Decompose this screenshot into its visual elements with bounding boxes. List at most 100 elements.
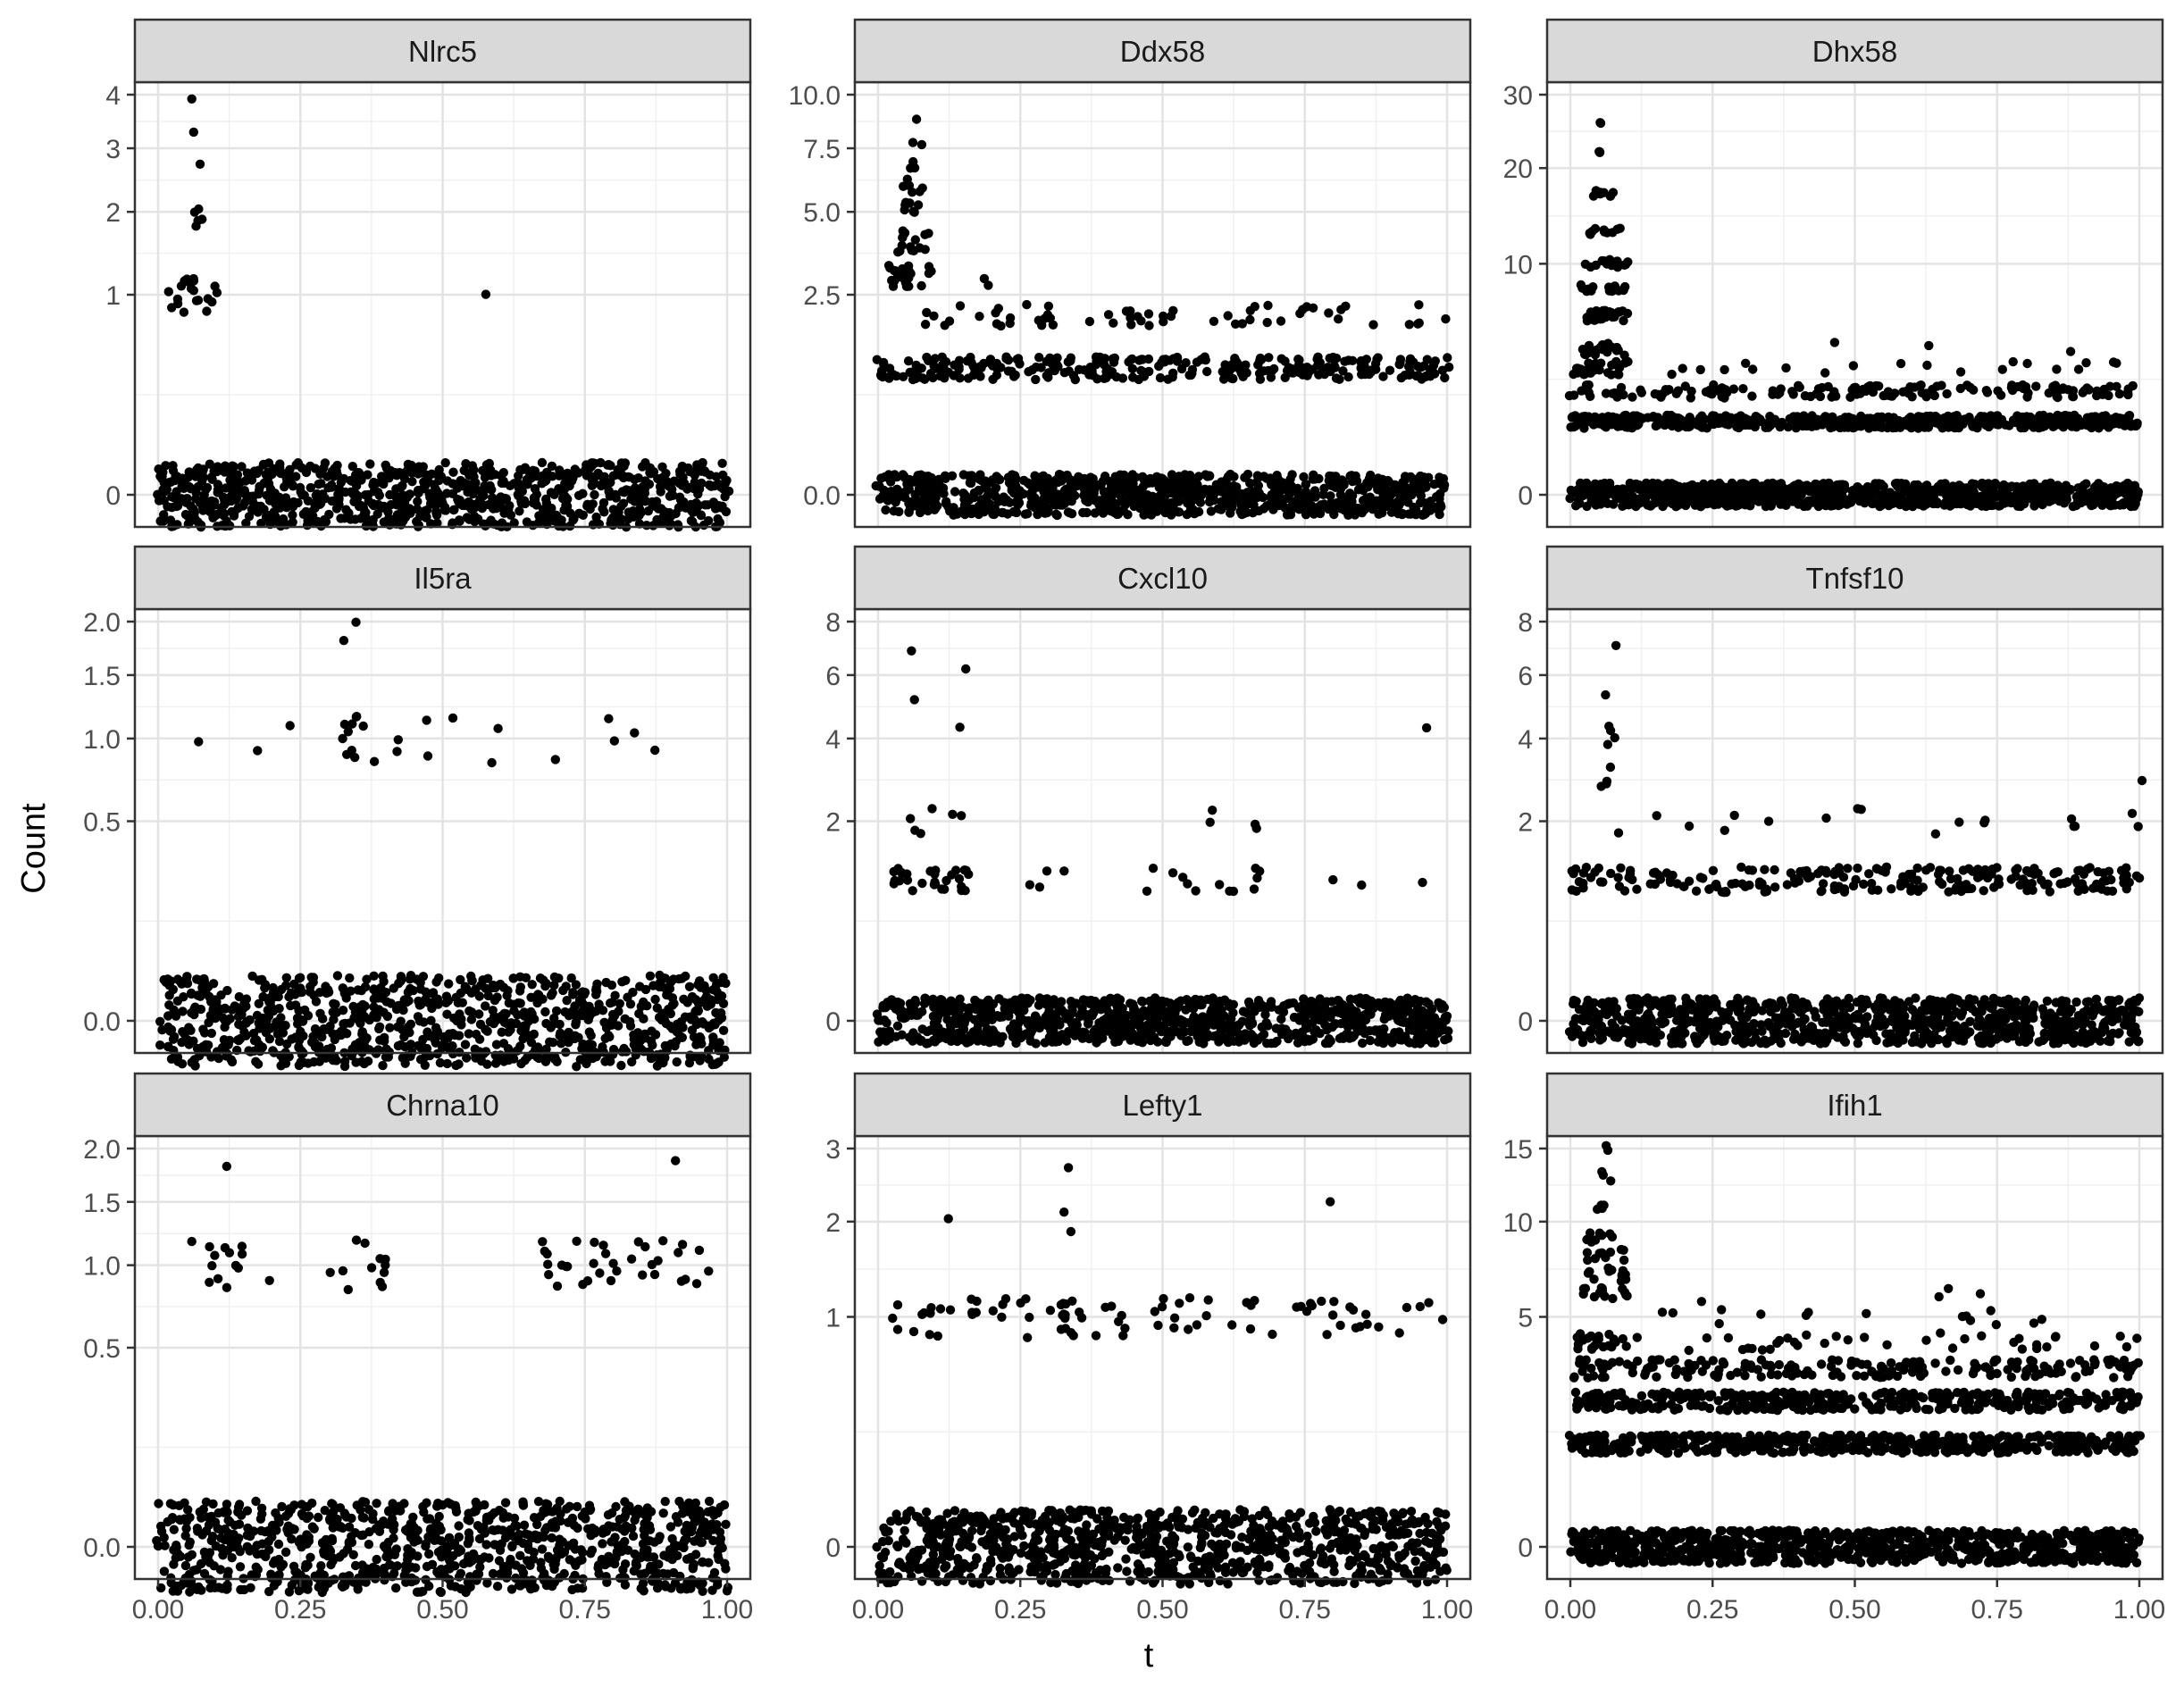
data-point bbox=[498, 982, 509, 992]
data-point bbox=[710, 1020, 720, 1030]
data-point bbox=[422, 715, 431, 725]
data-point bbox=[280, 1058, 291, 1068]
data-point bbox=[671, 508, 681, 519]
data-point bbox=[1383, 475, 1393, 486]
data-point bbox=[1595, 188, 1605, 197]
data-point bbox=[180, 494, 190, 505]
facet-panels: Nlrc501234Ddx580.02.55.07.510.0Dhx580102… bbox=[83, 18, 2165, 1625]
data-point bbox=[958, 470, 969, 480]
data-point bbox=[1106, 506, 1116, 516]
data-point bbox=[1062, 470, 1072, 480]
data-point bbox=[197, 214, 207, 224]
data-point bbox=[1628, 491, 1637, 501]
data-point bbox=[1360, 501, 1370, 512]
y-tick-label: 10 bbox=[1503, 250, 1533, 280]
data-point bbox=[993, 304, 1004, 313]
data-point bbox=[541, 978, 551, 989]
data-point bbox=[1129, 499, 1140, 509]
facet-strip-label: Ddx58 bbox=[1120, 35, 1205, 68]
data-point bbox=[1005, 313, 1016, 323]
data-point bbox=[718, 470, 728, 480]
data-point bbox=[1840, 413, 1850, 422]
data-point bbox=[431, 1027, 441, 1038]
data-point bbox=[1613, 307, 1624, 317]
facet-strip bbox=[133, 18, 752, 84]
data-point bbox=[1333, 481, 1343, 491]
data-point bbox=[590, 489, 599, 500]
data-point bbox=[531, 471, 542, 481]
data-point bbox=[920, 492, 930, 502]
data-point bbox=[911, 373, 921, 383]
data-point bbox=[1301, 480, 1311, 489]
data-point bbox=[975, 312, 984, 322]
data-point bbox=[482, 1059, 492, 1069]
data-point bbox=[904, 507, 914, 517]
data-point bbox=[1288, 497, 1298, 506]
data-point bbox=[238, 501, 248, 511]
data-point bbox=[448, 713, 458, 723]
data-point bbox=[488, 493, 498, 503]
data-point bbox=[272, 464, 282, 475]
data-point bbox=[474, 1034, 485, 1044]
data-point bbox=[254, 998, 264, 1009]
data-point bbox=[652, 516, 662, 527]
data-point bbox=[1117, 373, 1128, 383]
data-point bbox=[1326, 491, 1335, 501]
data-point bbox=[1707, 479, 1717, 489]
data-point bbox=[180, 276, 189, 286]
data-point bbox=[605, 998, 615, 1008]
data-point bbox=[1602, 498, 1612, 508]
data-point bbox=[440, 458, 450, 468]
data-point bbox=[700, 500, 710, 510]
data-point bbox=[414, 462, 424, 472]
data-point bbox=[1750, 480, 1761, 490]
data-point bbox=[219, 1035, 230, 1045]
data-point bbox=[1282, 479, 1293, 489]
data-point bbox=[347, 462, 357, 472]
data-point bbox=[248, 1028, 259, 1039]
data-point bbox=[196, 990, 206, 999]
data-point bbox=[502, 1018, 512, 1029]
data-point bbox=[1952, 498, 1962, 509]
data-point bbox=[1438, 480, 1449, 489]
data-point bbox=[326, 1043, 337, 1053]
data-point bbox=[1300, 505, 1310, 515]
data-point bbox=[2081, 358, 2091, 368]
data-point bbox=[560, 479, 570, 489]
data-point bbox=[598, 504, 607, 514]
data-point bbox=[259, 479, 269, 489]
data-point bbox=[245, 1015, 255, 1025]
data-point bbox=[1653, 480, 1663, 491]
data-point bbox=[1398, 508, 1408, 519]
data-point bbox=[1033, 509, 1042, 520]
data-point bbox=[1645, 501, 1656, 511]
data-point bbox=[310, 1023, 321, 1034]
data-point bbox=[1422, 355, 1433, 364]
data-point bbox=[431, 510, 442, 520]
data-point bbox=[1631, 479, 1641, 489]
data-point bbox=[1430, 356, 1441, 366]
data-point bbox=[442, 489, 452, 498]
data-point bbox=[2099, 489, 2109, 499]
y-tick-label: 0.0 bbox=[803, 481, 841, 511]
data-point bbox=[1788, 389, 1798, 399]
data-point bbox=[916, 483, 925, 493]
data-point bbox=[317, 1032, 327, 1042]
data-point bbox=[414, 488, 423, 498]
data-point bbox=[157, 473, 167, 483]
data-point bbox=[296, 973, 305, 982]
data-point bbox=[203, 505, 213, 515]
data-point bbox=[1849, 383, 1859, 393]
data-point bbox=[546, 990, 556, 1000]
data-point bbox=[178, 1007, 188, 1016]
data-point bbox=[1400, 371, 1410, 380]
data-point bbox=[2008, 415, 2019, 425]
data-point bbox=[155, 1016, 165, 1027]
data-point bbox=[1226, 363, 1236, 373]
data-point bbox=[328, 1056, 339, 1065]
data-point bbox=[897, 240, 907, 251]
data-point bbox=[329, 998, 339, 1009]
data-point bbox=[909, 163, 920, 173]
data-point bbox=[949, 510, 958, 520]
data-point bbox=[1693, 481, 1703, 492]
